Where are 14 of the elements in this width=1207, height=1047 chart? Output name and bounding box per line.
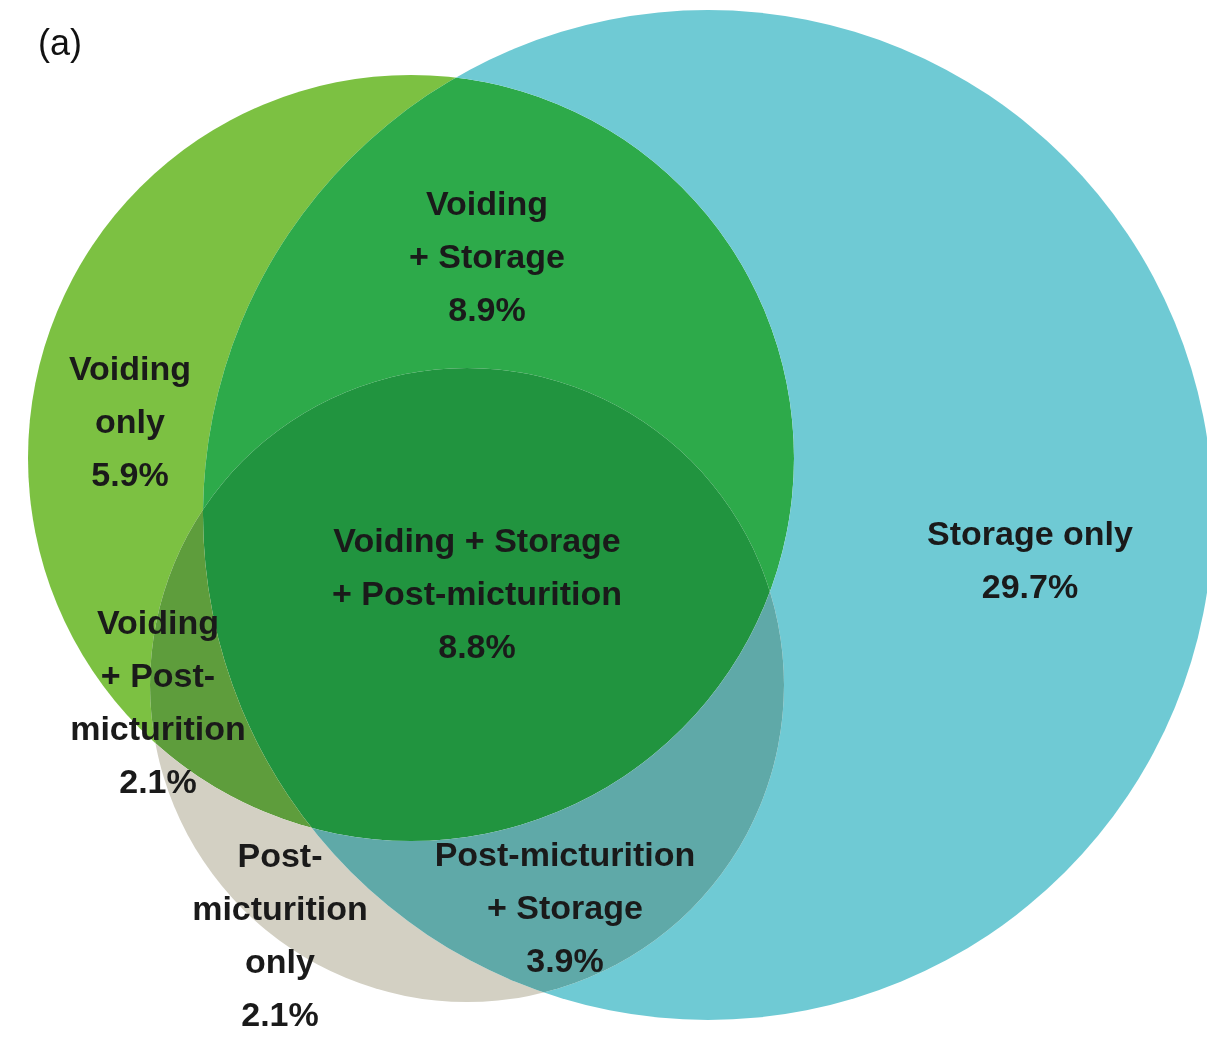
category-label: Storage only bbox=[927, 514, 1134, 552]
category-label: Post-micturition + Storage bbox=[434, 835, 696, 926]
data-label: 5.9% bbox=[91, 455, 169, 493]
category-label: Voiding + Storage bbox=[409, 184, 565, 275]
data-label: 3.9% bbox=[526, 941, 604, 979]
category-label: Voiding + Storage + Post-micturition bbox=[332, 521, 622, 612]
category-label: Voiding only bbox=[68, 349, 192, 440]
data-label: 8.8% bbox=[438, 627, 516, 665]
category-label: Post- micturition only bbox=[192, 836, 368, 980]
data-label: 29.7% bbox=[981, 567, 1079, 605]
data-label: 8.9% bbox=[448, 290, 526, 328]
data-label: 2.1% bbox=[119, 762, 197, 800]
data-label: 2.1% bbox=[241, 995, 319, 1033]
text: (a) bbox=[38, 22, 82, 63]
